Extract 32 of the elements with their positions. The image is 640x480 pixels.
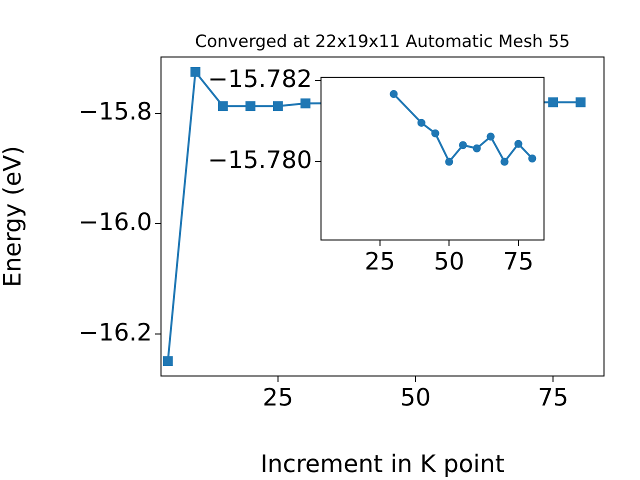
point xyxy=(245,101,256,112)
point xyxy=(162,356,173,366)
point xyxy=(458,141,467,150)
y-tick-label: −16.0 xyxy=(78,208,152,236)
x-axis-title: Increment in K point xyxy=(260,450,505,478)
point xyxy=(528,154,536,162)
x-tick-label: 75 xyxy=(503,248,534,276)
point xyxy=(390,90,398,98)
chart-title: Converged at 22x19x11 Automatic Mesh 55 xyxy=(194,32,571,52)
y-tick-label: −15.8 xyxy=(78,98,152,126)
x-tick-label: 25 xyxy=(262,384,294,412)
point xyxy=(486,132,495,141)
y-tick-label: −15.782 xyxy=(208,64,312,93)
point xyxy=(472,144,481,152)
point xyxy=(431,129,440,138)
x-tick-label: 50 xyxy=(400,384,431,412)
point xyxy=(548,97,558,108)
point xyxy=(300,98,310,108)
y-tick-label: −15.780 xyxy=(208,146,312,174)
point xyxy=(500,158,509,166)
point xyxy=(272,101,283,112)
y-tick-label: −16.2 xyxy=(78,318,152,346)
point xyxy=(218,101,228,112)
point xyxy=(514,140,522,148)
x-tick-label: 75 xyxy=(538,384,568,412)
y-axis-title: Energy (eV) xyxy=(0,146,27,288)
point xyxy=(190,66,200,77)
point xyxy=(576,97,586,108)
point xyxy=(445,158,454,166)
x-tick-label: 25 xyxy=(364,248,396,276)
x-tick-label: 50 xyxy=(434,248,464,276)
point xyxy=(417,118,426,127)
